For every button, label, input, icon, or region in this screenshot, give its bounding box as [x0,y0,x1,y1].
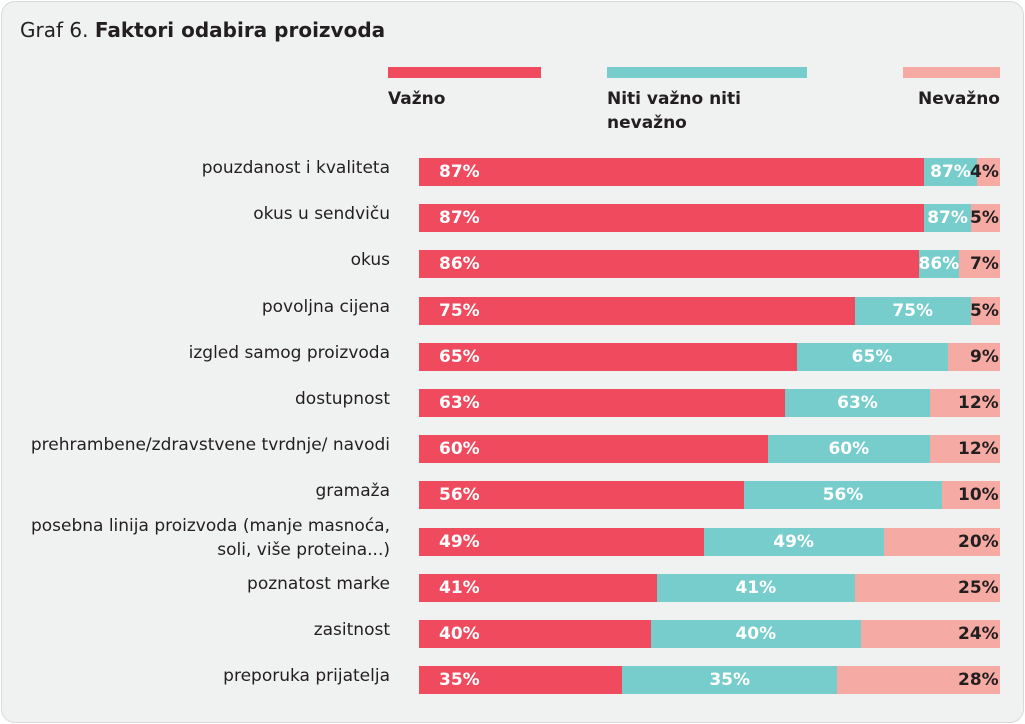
value-label: 41% [439,577,480,598]
value-label: 86% [918,254,960,275]
bar-segment [976,158,1000,186]
value-label: 25% [958,577,999,598]
value-label: 87% [927,208,968,229]
legend-swatch [388,67,541,78]
value-label: 60% [439,439,480,460]
legend-label: Nevažno [918,89,1000,109]
bar-segment [883,527,1000,556]
bar-segment [924,158,977,186]
bar-segment [796,342,948,371]
bar-segment [860,620,1000,648]
bar-segment [419,527,704,556]
bar-segment [785,389,931,417]
bar-segment [419,158,925,186]
category-label: pouzdanost i kvaliteta [201,158,390,178]
bar-segment [930,435,1000,464]
bar-segment [657,573,855,602]
category-label: preporuka prijatelja [223,666,390,687]
bar-segment [419,250,919,279]
bar-segment [959,250,1000,279]
value-label: 28% [958,670,999,691]
bar-segment [419,342,797,371]
value-label: 35% [439,670,480,691]
value-label: 4% [970,162,999,182]
value-label: 49% [439,531,480,552]
bar-segment [930,389,1000,417]
bar-segment [854,296,971,325]
legend-swatch [903,67,1000,78]
value-label: 49% [773,531,814,552]
value-label: 10% [958,485,999,506]
bar-segment [419,389,786,417]
figure-label: Graf 6. [20,18,89,42]
category-label: zasitnost [313,620,390,640]
value-label: 65% [851,346,893,367]
legend-label: Niti važno niti nevažno [607,89,741,133]
value-label: 75% [439,300,480,321]
bar-segment [918,250,960,279]
value-label: 7% [970,254,999,275]
value-label: 40% [439,624,480,644]
value-label: 56% [822,485,864,506]
bar-segment [419,666,623,695]
category-label: okus u sendviču [253,204,390,225]
value-label: 12% [958,393,999,413]
value-label: 35% [709,670,751,691]
category-label: okus [350,250,390,271]
value-label: 63% [439,393,480,413]
value-label: 9% [970,346,999,367]
bar-segment [622,666,838,695]
value-label: 87% [439,162,480,182]
value-label: 41% [735,577,777,598]
bar-segment [970,204,1000,233]
bar-segment [744,481,942,510]
bar-segment [419,481,745,510]
bar-segment [924,204,971,233]
category-label: gramaža [315,481,390,502]
category-label: prehrambene/zdravstvene tvrdnje/ navodi [30,435,390,456]
category-label: povoljna cijena [261,296,390,317]
value-label: 75% [892,300,934,321]
bar-segment [837,666,1000,695]
value-label: 65% [439,346,480,367]
value-label: 60% [828,439,870,460]
bar-segment [419,296,855,325]
bar-segment [419,573,658,602]
value-label: 63% [837,393,878,413]
value-label: 5% [970,300,999,321]
value-label: 12% [958,439,999,460]
bar-segment [767,435,931,464]
category-label: posebna linija proizvoda (manje masnoća,… [30,515,390,560]
category-label: dostupnost [295,389,390,409]
bar-segment [941,481,1000,510]
value-label: 20% [958,531,999,552]
category-label: izgled samog proizvoda [188,342,390,363]
legend-label: Važno [388,89,446,109]
value-label: 24% [958,624,999,644]
category-label: poznatost marke [247,573,390,594]
value-label: 87% [439,208,480,229]
chart-title-block: Graf 6. Faktori odabira proizvoda [20,18,385,42]
bar-segment [419,204,925,233]
bar-segment [703,527,884,556]
bar-segment [419,435,768,464]
value-label: 56% [439,485,480,506]
bar-segment [947,342,1000,371]
value-label: 86% [439,254,480,275]
value-label: 40% [735,624,777,644]
bar-segment [970,296,1000,325]
chart-title: Faktori odabira proizvoda [94,18,386,42]
legend-swatch [607,67,807,78]
bar-segment [854,573,1000,602]
bar-segment [651,620,861,648]
value-label: 87% [930,162,971,182]
bar-segment [419,620,652,648]
value-label: 5% [970,208,999,229]
